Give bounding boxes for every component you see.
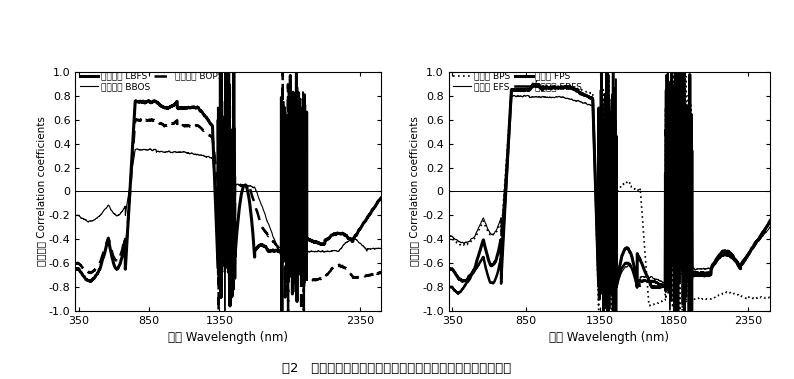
Legend: 盛黤后期 LBFS, 吐絮初期 BBOS, 吐絮后期 BOPS: 盛黤后期 LBFS, 吐絮初期 BBOS, 吐絮后期 BOPS bbox=[80, 72, 224, 92]
X-axis label: 波长 Wavelength (nm): 波长 Wavelength (nm) bbox=[549, 331, 669, 344]
Legend: 盛谷期 BPS, 开花期 EFS, 盛花期 FPS, 盛黤前期 EBFS: 盛谷期 BPS, 开花期 EFS, 盛花期 FPS, 盛黤前期 EBFS bbox=[453, 72, 582, 92]
Y-axis label: 相关系数 Correlation coefficients: 相关系数 Correlation coefficients bbox=[409, 116, 419, 266]
X-axis label: 波长 Wavelength (nm): 波长 Wavelength (nm) bbox=[168, 331, 288, 344]
Text: 图2   棉花产量与光谱反射率在各个生育期的统计相关系数曲线: 图2 棉花产量与光谱反射率在各个生育期的统计相关系数曲线 bbox=[283, 362, 511, 375]
Y-axis label: 相关系数 Correlation coefficients: 相关系数 Correlation coefficients bbox=[36, 116, 46, 266]
